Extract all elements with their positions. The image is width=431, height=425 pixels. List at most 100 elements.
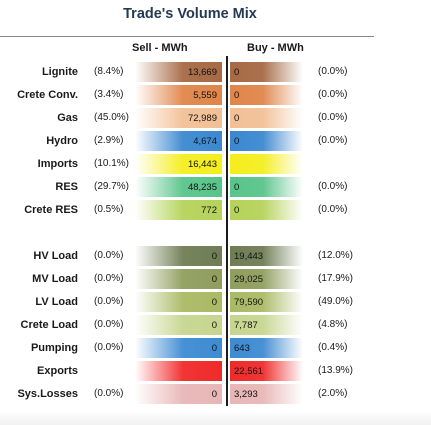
sell-bar: 0 (135, 384, 222, 404)
buy-percent: (13.9%) (318, 365, 354, 376)
buy-percent: (0.0%) (318, 66, 348, 77)
buy-percent: (0.4%) (318, 342, 348, 353)
buy-value: 79,590 (234, 297, 264, 308)
buy-bar: 0 (230, 108, 303, 128)
buy-percent: (0.0%) (318, 204, 348, 215)
table-row: RES (29.7%) 48,235 0 (0.0%) (0, 177, 431, 197)
buy-bar: 0 (230, 131, 303, 151)
sell-percent: (0.0%) (94, 250, 124, 261)
sell-percent: (0.5%) (94, 204, 124, 215)
sell-value: 0 (211, 251, 217, 262)
sell-value: 16,443 (187, 159, 217, 170)
buy-percent: (17.9%) (318, 273, 354, 284)
table-row: Crete Conv. (3.4%) 5,559 0 (0.0%) (0, 85, 431, 105)
sell-percent: (0.0%) (94, 319, 124, 330)
buy-value: 7,787 (234, 320, 258, 331)
sell-percent: (2.9%) (94, 135, 124, 146)
table-row: Imports (10.1%) 16,443 (0, 154, 431, 174)
table-row: LV Load (0.0%) 0 79,590 (49.0%) (0, 292, 431, 312)
sell-percent: (0.0%) (94, 388, 124, 399)
buy-bar: 22,561 (230, 361, 303, 381)
row-label: Crete RES (24, 204, 78, 216)
table-row: HV Load (0.0%) 0 19,443 (12.0%) (0, 246, 431, 266)
buy-bar: 29,025 (230, 269, 303, 289)
table-row: Sys.Losses (0.0%) 0 3,293 (2.0%) (0, 384, 431, 404)
sell-bar: 5,559 (135, 85, 222, 105)
sell-percent: (29.7%) (94, 181, 130, 192)
sell-bar: 16,443 (135, 154, 222, 174)
sell-value: 0 (211, 343, 217, 354)
buy-value: 0 (234, 67, 240, 78)
sell-column-header: Sell - MWh (132, 42, 188, 54)
sell-percent: (0.0%) (94, 273, 124, 284)
buy-bar (230, 154, 303, 174)
sell-bar: 0 (135, 246, 222, 266)
sell-percent: (8.4%) (94, 66, 124, 77)
sell-value: 4,674 (193, 136, 217, 147)
buy-bar: 0 (230, 177, 303, 197)
row-label: Crete Conv. (17, 89, 78, 101)
sell-value: 0 (211, 297, 217, 308)
row-label: Pumping (30, 342, 78, 354)
sell-value: 72,989 (187, 113, 217, 124)
table-row: Exports 22,561 (13.9%) (0, 361, 431, 381)
buy-column-header: Buy - MWh (247, 42, 304, 54)
buy-percent: (49.0%) (318, 296, 354, 307)
buy-bar: 19,443 (230, 246, 303, 266)
sell-bar (135, 361, 222, 381)
chart-title: Trade's Volume Mix (123, 6, 257, 22)
row-label: RES (55, 181, 78, 193)
sell-percent: (3.4%) (94, 89, 124, 100)
buy-value: 19,443 (234, 251, 264, 262)
row-label: HV Load (33, 250, 78, 262)
row-label: Imports (37, 158, 78, 170)
sell-bar: 72,989 (135, 108, 222, 128)
row-label: Lignite (41, 66, 78, 78)
sell-value: 0 (211, 320, 217, 331)
sell-bar: 0 (135, 292, 222, 312)
sell-percent: (45.0%) (94, 112, 130, 123)
sell-percent: (0.0%) (94, 296, 124, 307)
sell-value: 0 (211, 274, 217, 285)
table-row: Crete Load (0.0%) 0 7,787 (4.8%) (0, 315, 431, 335)
sell-value: 772 (201, 205, 217, 216)
row-label: LV Load (35, 296, 78, 308)
table-row: Crete RES (0.5%) 772 0 (0.0%) (0, 200, 431, 220)
table-row: Gas (45.0%) 72,989 0 (0.0%) (0, 108, 431, 128)
buy-value: 29,025 (234, 274, 264, 285)
row-label: Gas (57, 112, 78, 124)
table-row: Pumping (0.0%) 0 643 (0.4%) (0, 338, 431, 358)
table-row: Hydro (2.9%) 4,674 0 (0.0%) (0, 131, 431, 151)
table-row: Lignite (8.4%) 13,669 0 (0.0%) (0, 62, 431, 82)
sell-value: 0 (211, 389, 217, 400)
sell-bar: 4,674 (135, 131, 222, 151)
buy-value: 0 (234, 136, 240, 147)
buy-bar: 0 (230, 200, 303, 220)
buy-value: 0 (234, 113, 240, 124)
buy-value: 643 (234, 343, 250, 354)
sell-value: 13,669 (187, 67, 217, 78)
buy-value: 22,561 (234, 366, 264, 377)
sell-bar: 48,235 (135, 177, 222, 197)
sell-bar: 0 (135, 338, 222, 358)
buy-percent: (0.0%) (318, 89, 348, 100)
sell-bar: 0 (135, 315, 222, 335)
bottom-shade (0, 411, 431, 425)
sell-value: 5,559 (193, 90, 217, 101)
buy-value: 0 (234, 182, 240, 193)
buy-bar: 7,787 (230, 315, 303, 335)
row-label: Crete Load (20, 319, 78, 331)
buy-value: 0 (234, 90, 240, 101)
buy-percent: (0.0%) (318, 112, 348, 123)
row-label: Sys.Losses (17, 388, 78, 400)
buy-value: 3,293 (234, 389, 258, 400)
sell-value: 48,235 (187, 182, 217, 193)
buy-percent: (0.0%) (318, 135, 348, 146)
buy-bar: 643 (230, 338, 303, 358)
table-row: MV Load (0.0%) 0 29,025 (17.9%) (0, 269, 431, 289)
sell-percent: (0.0%) (94, 342, 124, 353)
sell-bar: 772 (135, 200, 222, 220)
buy-percent: (2.0%) (318, 388, 348, 399)
row-label: Exports (37, 365, 78, 377)
buy-bar: 3,293 (230, 384, 303, 404)
